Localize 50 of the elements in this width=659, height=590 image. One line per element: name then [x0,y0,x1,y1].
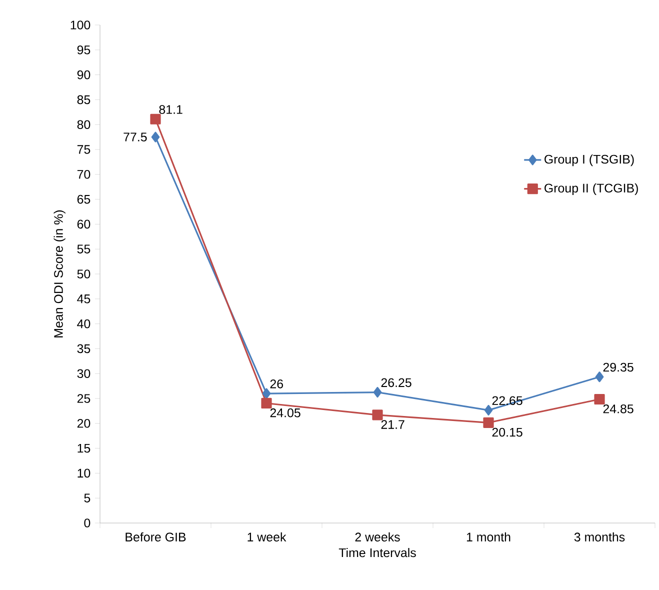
point [262,388,271,399]
y-tick-label: 55 [77,244,90,254]
y-tick-label: 75 [77,145,90,154]
data-label: 26.25 [381,378,412,388]
data-label: 24.85 [603,404,634,414]
y-tick-label: 50 [77,270,90,278]
data-label: 24.05 [270,408,300,418]
y-tick-label: 25 [77,394,90,403]
y-tick-label: 95 [77,45,90,54]
x-tick-label: 2 weeks [355,532,400,542]
data-label: 21.7 [381,420,404,429]
data-label: 22.65 [492,396,522,406]
y-axis-title: Mean ODI Score (in %) [54,210,66,338]
data-label: 20.15 [492,428,522,437]
x-tick-label: 3 months [574,532,625,542]
x-tick-label: 1 month [466,532,510,542]
y-tick-label: 20 [77,418,90,428]
y-tick-label: 85 [77,95,90,104]
point [483,417,494,428]
point [261,398,272,409]
point [372,410,383,420]
y-tick-label: 10 [78,468,90,478]
y-tick-label: 70 [77,170,90,179]
y-tick-label: 0 [84,518,90,528]
x-axis-title: Time Intervals [338,548,416,558]
point [595,372,604,382]
y-tick-label: 80 [77,120,90,130]
data-label: 29.35 [603,362,634,372]
data-label: 77.5 [124,132,147,142]
point [150,114,161,124]
point [151,132,160,142]
y-tick-label: 100 [70,20,90,30]
point [373,386,382,398]
y-tick-label: 90 [77,70,90,80]
y-tick-label: 40 [77,319,90,328]
data-label: 81.1 [159,105,182,114]
y-tick-label: 30 [77,369,90,378]
legend-label: Group I (TSGIB) [544,154,634,166]
point [484,404,493,416]
y-tick-label: 60 [77,220,90,229]
legend-label: Group II (TCGIB) [544,183,638,195]
point [594,394,605,405]
x-tick-label: 1 week [248,532,286,542]
y-tick-label: 35 [77,344,90,354]
x-tick-label: Before GIB [126,532,186,542]
y-tick-label: 5 [84,494,90,502]
y-tick-label: 45 [77,294,90,304]
data-label: 26 [270,380,283,388]
y-tick-label: 65 [77,194,90,204]
y-tick-label: 15 [78,444,90,453]
